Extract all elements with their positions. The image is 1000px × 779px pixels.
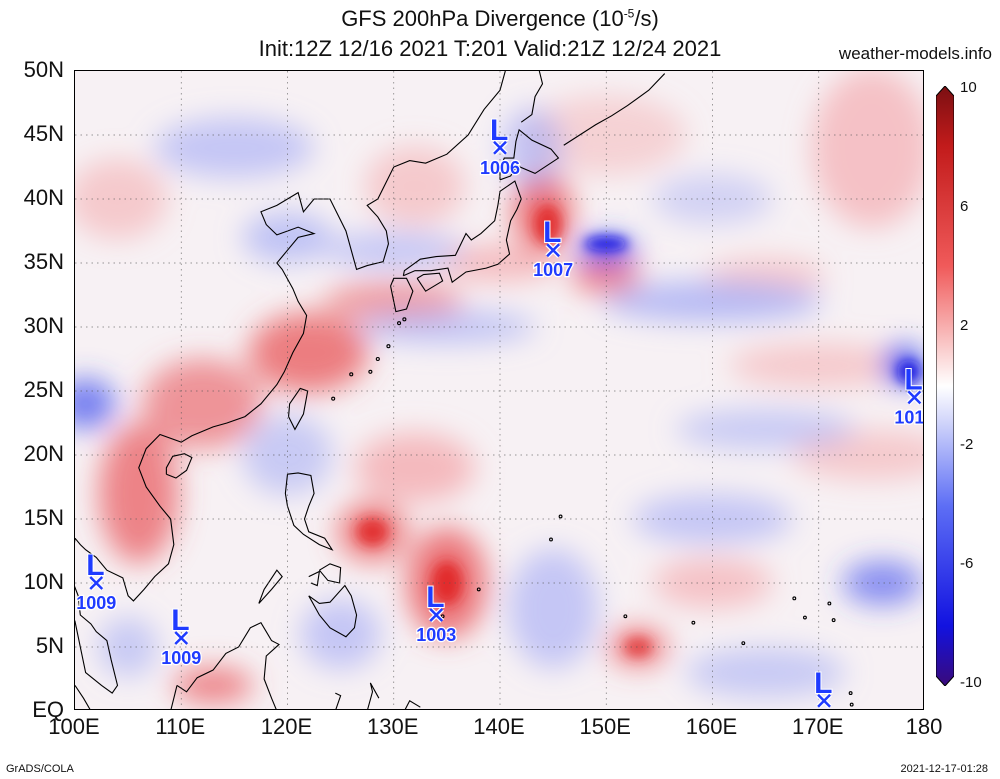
low-letter: L xyxy=(490,114,508,147)
lon-tick-label: 150E xyxy=(579,714,631,739)
lat-tick-label: 45N xyxy=(23,121,64,146)
colorbar xyxy=(935,85,955,687)
low-center-cross-icon xyxy=(174,631,189,645)
low-pressure-value: 1009 xyxy=(76,593,116,613)
low-pressure-value: 1012 xyxy=(894,407,924,427)
low-pressure-marker: L 1009 xyxy=(75,548,118,614)
low-letter: L xyxy=(426,581,444,614)
lon-tick-label: 160E xyxy=(685,714,738,739)
low-pressure-marker: L 1012 xyxy=(893,362,924,428)
low-center-cross-icon xyxy=(907,390,922,405)
lon-tick-label: 110E xyxy=(155,714,206,739)
chart-title-line2: Init:12Z 12/16 2021 T:201 Valid:21Z 12/2… xyxy=(258,36,722,61)
low-pressure-marker: L 1006 xyxy=(479,113,522,179)
lat-tick-label: EQ xyxy=(32,697,64,722)
lat-tick-label: 15N xyxy=(23,505,64,530)
lat-tick-label: 25N xyxy=(23,377,64,402)
low-pressure-value: 1009 xyxy=(161,648,201,668)
colorbar-tick-label: 10 xyxy=(960,79,977,96)
low-pressure-marker: L 1003 xyxy=(415,580,458,646)
low-letter: L xyxy=(543,216,561,249)
lon-tick-label: 120E xyxy=(260,714,313,739)
lon-tick-label: 100E xyxy=(48,714,100,739)
footer-credit: GrADS/COLA xyxy=(6,763,74,775)
footer-timestamp: 2021-12-17-01:28 xyxy=(900,763,988,775)
colorbar-tick-label: -2 xyxy=(960,436,974,453)
lat-tick-label: 50N xyxy=(23,57,64,82)
low-pressure-marker: L 1009 xyxy=(160,603,203,669)
lon-tick-label: 170E xyxy=(792,714,844,739)
low-center-cross-icon xyxy=(429,608,444,622)
site-label: weather-models.info xyxy=(838,44,992,63)
lon-tick-label: 130E xyxy=(367,714,419,739)
map-plot: L 1006 L 1007 L 1012 L 1009 L 1009 L 1003 L1010 xyxy=(74,70,924,710)
colorbar-tick-label: 2 xyxy=(960,317,969,334)
low-pressure-value: 1006 xyxy=(480,158,520,178)
colorbar-tick-label: -10 xyxy=(960,674,982,691)
lon-tick-label: 140E xyxy=(473,714,525,739)
lat-tick-label: 35N xyxy=(23,249,64,274)
low-pressure-marker: L 1007 xyxy=(532,215,575,281)
lat-tick-label: 20N xyxy=(23,441,64,466)
low-letter: L xyxy=(904,363,922,396)
colorbar-tick-label: -6 xyxy=(960,555,974,572)
low-center-cross-icon xyxy=(817,693,831,708)
low-pressure-value: 1007 xyxy=(533,260,573,280)
colorbar-tick-label: 6 xyxy=(960,198,969,215)
low-center-cross-icon xyxy=(493,140,507,155)
divergence-map: L 1006 L 1007 L 1012 L 1009 L 1009 L 1003 L1010 xyxy=(75,71,924,709)
low-center-cross-icon xyxy=(546,243,561,258)
low-pressure-value: 1003 xyxy=(416,625,456,645)
low-center-cross-icon xyxy=(89,576,104,590)
low-letter: L xyxy=(86,549,104,582)
low-pressure-marker: L1010 xyxy=(813,666,833,709)
chart-title-line1: GFS 200hPa Divergence (10-5/s) xyxy=(341,6,659,31)
lon-tick-label: 180 xyxy=(905,714,943,739)
low-letter: L xyxy=(171,604,189,637)
lat-tick-label: 10N xyxy=(23,569,64,594)
lat-tick-label: 30N xyxy=(23,313,64,338)
low-letter: L xyxy=(814,667,832,700)
lat-tick-label: 5N xyxy=(35,633,64,658)
lat-tick-label: 40N xyxy=(23,185,64,210)
